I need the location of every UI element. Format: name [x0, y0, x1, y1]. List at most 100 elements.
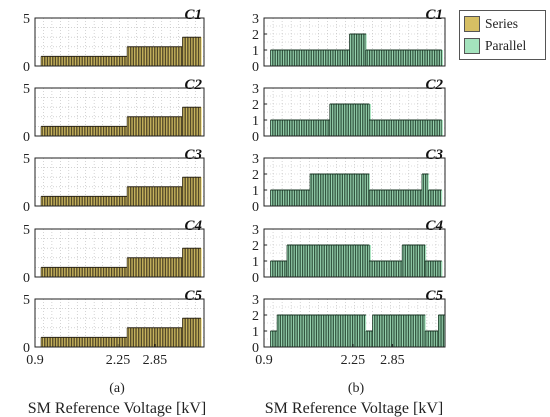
legend-item-series: Series: [464, 15, 542, 33]
bar: [103, 56, 106, 66]
bar: [63, 56, 66, 66]
bar: [359, 315, 362, 347]
axes-frame: [263, 17, 446, 67]
bar: [89, 196, 91, 206]
bar: [175, 46, 177, 66]
bar: [98, 267, 101, 277]
bar: [411, 315, 414, 347]
bar: [182, 177, 185, 206]
bar: [79, 196, 82, 206]
bar: [188, 318, 191, 347]
bar: [318, 50, 321, 66]
bar: [160, 116, 163, 136]
subplot-title: C1: [184, 7, 202, 23]
xlabel-b: SM Reference Voltage [kV]: [265, 400, 443, 417]
bar: [394, 190, 397, 206]
y-tick-label: 0: [23, 60, 30, 75]
bar: [356, 174, 358, 206]
bar: [133, 186, 136, 206]
bar: [95, 196, 98, 206]
bar: [168, 186, 171, 206]
bar: [352, 104, 354, 136]
bar: [421, 174, 424, 206]
bar: [87, 196, 90, 206]
bar: [379, 261, 382, 277]
x-tick-label: 0.9: [255, 353, 273, 368]
bar: [179, 46, 182, 66]
bar: [53, 196, 56, 206]
bar: [418, 315, 421, 347]
bar: [343, 315, 346, 347]
panel-a-c1: 0 5 C1: [23, 7, 205, 75]
bar: [294, 315, 296, 347]
bar: [50, 196, 53, 206]
bar: [270, 120, 273, 136]
bar: [141, 46, 144, 66]
bar: [66, 126, 69, 136]
bar: [321, 120, 324, 136]
bar: [198, 107, 201, 136]
bar: [124, 196, 126, 206]
bar: [437, 50, 440, 66]
bar: [160, 327, 163, 347]
bar: [42, 337, 45, 347]
bar: [345, 315, 348, 347]
bar: [311, 174, 314, 206]
bar: [68, 267, 70, 277]
y-tick-label: 5: [23, 82, 30, 97]
bar: [435, 331, 438, 347]
bar: [275, 50, 278, 66]
bar: [407, 245, 410, 277]
bar: [122, 337, 125, 347]
bar: [350, 104, 353, 136]
bar: [382, 190, 385, 206]
bar: [270, 190, 273, 206]
bar: [357, 315, 360, 347]
bar: [394, 120, 397, 136]
bar: [155, 257, 158, 277]
bar: [307, 245, 310, 277]
bar: [289, 50, 292, 66]
bar: [105, 126, 107, 136]
bar: [139, 46, 142, 66]
bar: [55, 196, 58, 206]
bar: [364, 315, 367, 347]
bar: [188, 177, 191, 206]
bar: [105, 337, 107, 347]
bar: [425, 331, 427, 347]
bar: [119, 267, 122, 277]
y-tick-label: 2: [252, 239, 259, 254]
bar: [304, 315, 307, 347]
bar: [371, 190, 373, 206]
bar: [119, 126, 122, 136]
bar: [408, 315, 411, 347]
bar: [171, 257, 174, 277]
bar: [93, 56, 96, 66]
bar: [95, 337, 98, 347]
bar: [421, 245, 423, 277]
bar: [415, 315, 418, 347]
bar: [321, 50, 324, 66]
bar: [44, 126, 46, 136]
bar: [73, 56, 75, 66]
bar: [143, 46, 145, 66]
bar: [436, 50, 438, 66]
bar: [389, 190, 392, 206]
bar: [168, 116, 171, 136]
bar: [372, 50, 375, 66]
bar: [128, 46, 131, 66]
bar: [282, 120, 285, 136]
bar: [100, 267, 102, 277]
y-tick-label: 0: [252, 271, 259, 286]
bar: [165, 116, 168, 136]
bar: [408, 50, 411, 66]
bar: [318, 120, 321, 136]
bar: [146, 46, 148, 66]
bar: [441, 120, 443, 136]
bar: [173, 46, 176, 66]
bar: [159, 327, 161, 347]
bar: [151, 46, 153, 66]
bar: [68, 126, 70, 136]
bar: [417, 50, 420, 66]
bar: [139, 327, 142, 347]
